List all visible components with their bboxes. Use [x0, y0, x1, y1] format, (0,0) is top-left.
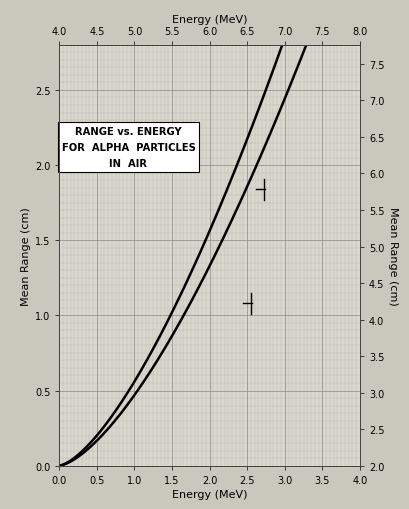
Text: RANGE vs. ENERGY
FOR  ALPHA  PARTICLES
IN  AIR: RANGE vs. ENERGY FOR ALPHA PARTICLES IN … [61, 127, 196, 168]
X-axis label: Energy (MeV): Energy (MeV) [172, 15, 247, 24]
Y-axis label: Mean Range (cm): Mean Range (cm) [388, 207, 398, 305]
Y-axis label: Mean Range (cm): Mean Range (cm) [20, 207, 31, 305]
X-axis label: Energy (MeV): Energy (MeV) [172, 489, 247, 499]
